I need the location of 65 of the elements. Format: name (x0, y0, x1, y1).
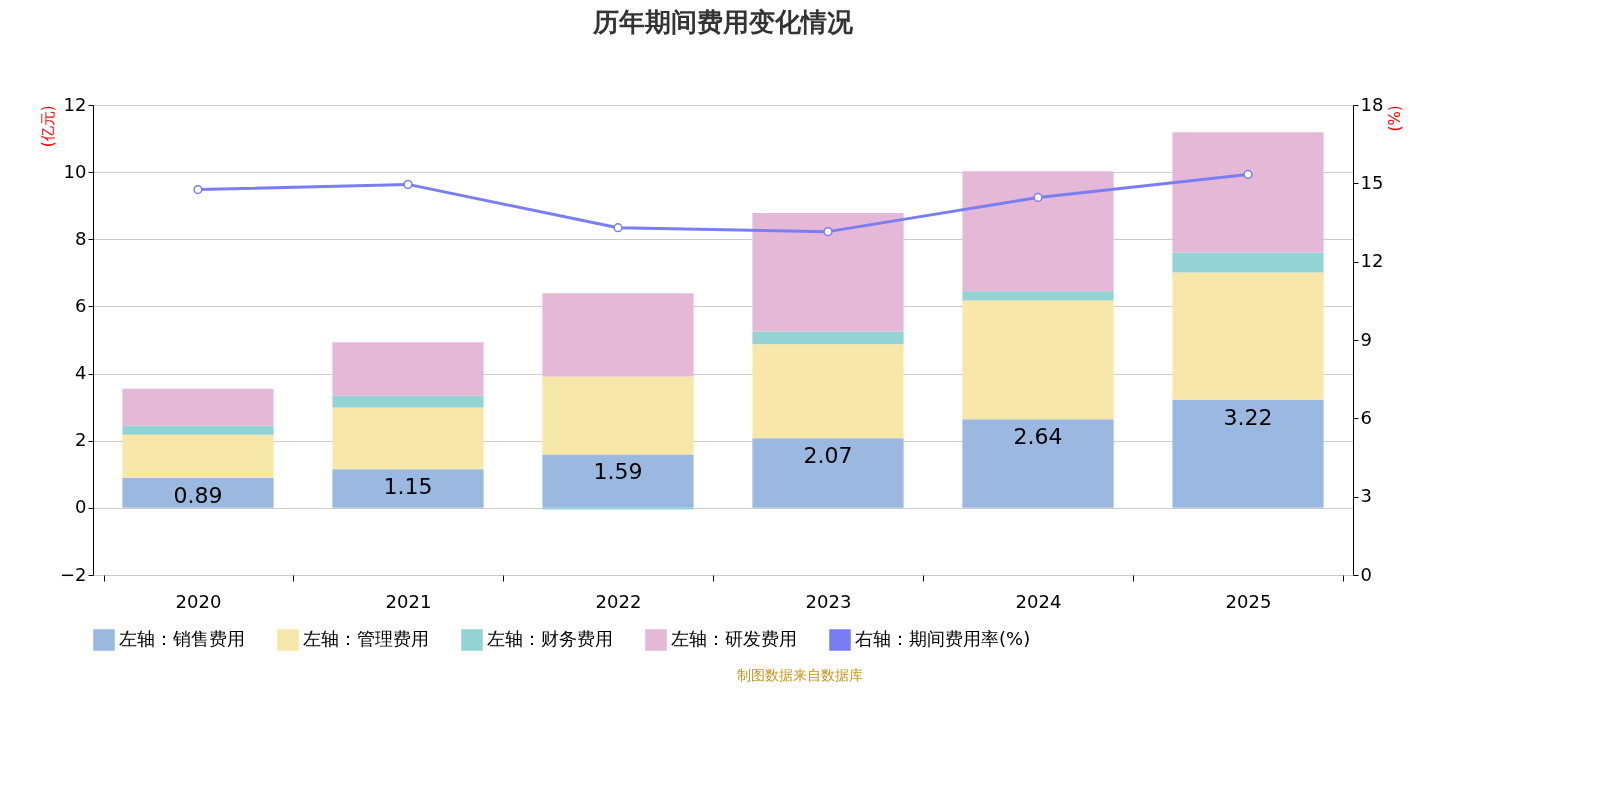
y-tick-label: 4 (75, 362, 87, 384)
x-tick-label: 2023 (805, 590, 852, 612)
legend-label: 左轴：销售费用 (119, 628, 245, 649)
bar (332, 395, 484, 408)
legend-label: 左轴：财务费用 (487, 628, 613, 649)
x-tick-label: 2020 (175, 590, 222, 612)
bar (332, 407, 484, 470)
x-tick-label: 2021 (385, 590, 432, 612)
y-tick-label: 0 (75, 496, 87, 518)
y2-axis-title: (%) (1386, 105, 1405, 132)
y2-tick-label: 3 (1360, 485, 1372, 507)
point (1243, 169, 1253, 180)
bar (752, 213, 904, 332)
y-tick-label: 6 (75, 294, 87, 316)
x-tick-label: 2024 (1015, 590, 1062, 612)
y-tick-label: 12 (63, 93, 87, 115)
y-tick-label: 10 (63, 160, 87, 182)
bar (332, 469, 484, 508)
bar (542, 293, 694, 377)
data-label: 3.22 (1223, 404, 1273, 430)
x-tick-label: 2022 (595, 590, 642, 612)
bar (1172, 132, 1324, 253)
y-tick-label: 8 (75, 227, 87, 249)
data-label: 2.64 (1013, 424, 1063, 450)
bar (752, 331, 904, 345)
y-axis-title: (亿元) (38, 105, 57, 148)
bar (122, 388, 274, 426)
bar (1172, 252, 1324, 273)
bar (1172, 399, 1324, 508)
bar (962, 300, 1114, 420)
bar (122, 434, 274, 478)
x-tick-label: 2025 (1225, 590, 1272, 612)
bar (542, 376, 694, 455)
y2-tick-label: 18 (1360, 93, 1384, 115)
bar (962, 291, 1114, 301)
y2-tick-label: 6 (1360, 406, 1372, 428)
y2-tick-label: 9 (1360, 328, 1372, 350)
chart-title: 历年期间费用变化情况 (592, 7, 854, 37)
bar (752, 344, 904, 439)
bar (122, 425, 274, 435)
y2-tick-label: 12 (1360, 250, 1384, 272)
bar (752, 438, 904, 508)
point (403, 179, 413, 189)
legend-label: 右轴：期间费用率(%) (855, 628, 1031, 649)
text: 制图数据来自数据库 (736, 667, 864, 685)
bar (1172, 272, 1324, 400)
y2-tick-label: 15 (1360, 171, 1384, 193)
legend-label: 左轴：研发费用 (671, 628, 797, 649)
data-label: 1.15 (383, 474, 433, 500)
legend-label: 左轴：管理费用 (303, 628, 429, 649)
bar (122, 477, 274, 508)
data-label: 2.07 (803, 443, 853, 469)
point (823, 227, 833, 237)
bar (962, 419, 1114, 508)
data-label: 1.59 (593, 459, 643, 485)
bar (332, 342, 484, 396)
y2-tick-label: 0 (1360, 563, 1372, 585)
point (613, 223, 623, 233)
point (193, 184, 203, 195)
bar (962, 171, 1114, 292)
y-tick-label: 2 (75, 429, 87, 451)
point (1033, 192, 1043, 203)
data-label: 0.89 (173, 482, 223, 508)
bar (542, 454, 694, 508)
y-tick-label: −2 (59, 563, 87, 585)
